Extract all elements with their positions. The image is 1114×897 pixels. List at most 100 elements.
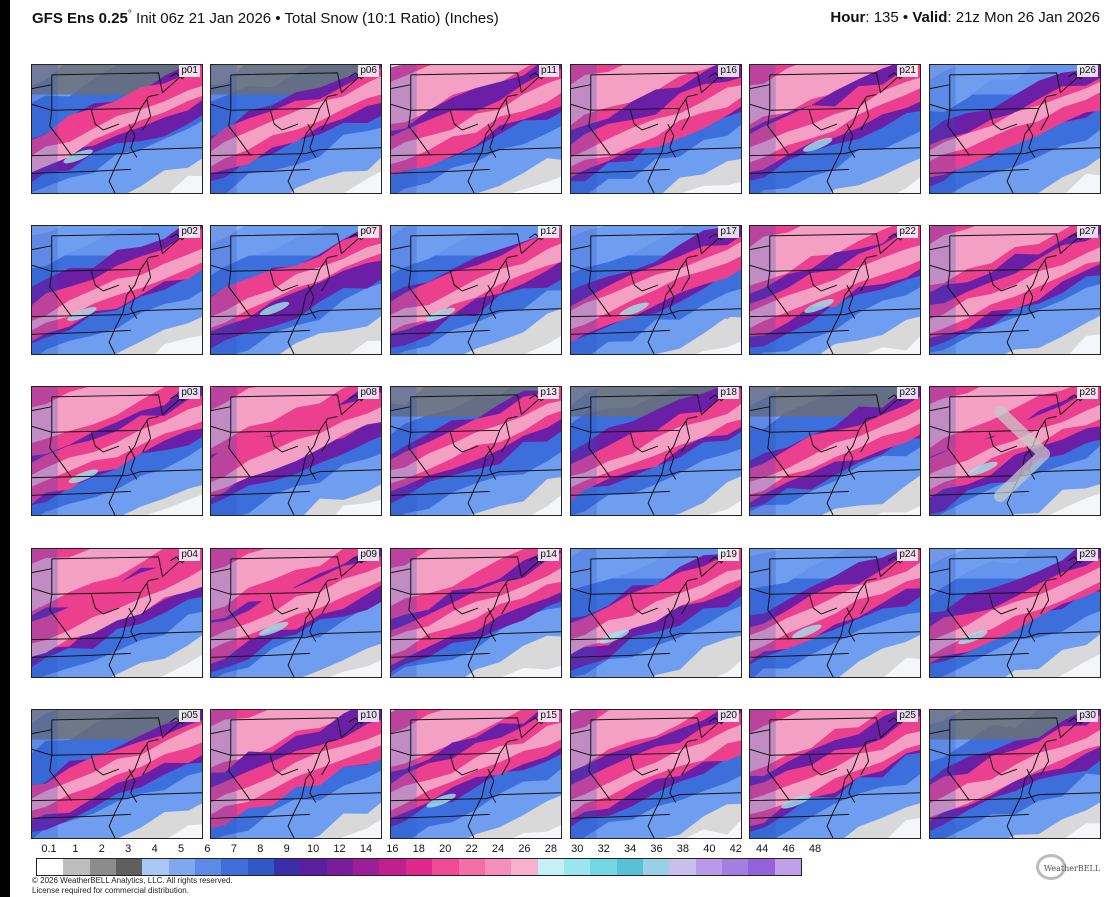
member-label: p18 (718, 387, 739, 399)
colorbar-swatch (247, 859, 275, 875)
chevron-right-icon[interactable] (990, 404, 1054, 504)
colorbar-swatch (89, 859, 117, 875)
ensemble-panel-p23[interactable]: p23 (749, 386, 921, 516)
snowfall-map (211, 387, 381, 515)
colorbar-tick-label: 7 (230, 843, 237, 855)
member-label: p11 (539, 65, 559, 77)
colorbar-swatch (669, 859, 696, 875)
member-label: p26 (1077, 65, 1098, 77)
colorbar-tick-label: 16 (386, 843, 399, 855)
member-label: p10 (358, 710, 379, 722)
snowfall-map (391, 65, 561, 193)
colorbar-tick-label: 24 (491, 843, 505, 855)
snowfall-map (32, 226, 202, 354)
ensemble-panel-p09[interactable]: p09 (210, 548, 382, 678)
colorbar-swatch (695, 859, 722, 875)
colorbar-tick-label: 44 (756, 843, 769, 855)
ensemble-panel-p27[interactable]: p27 (929, 225, 1101, 355)
snowfall-map (32, 65, 202, 193)
hour-label: Hour (830, 9, 866, 26)
colorbar-swatch (511, 859, 538, 875)
snowfall-map (211, 549, 381, 677)
member-label: p19 (718, 549, 739, 561)
ensemble-panel-p16[interactable]: p16 (570, 64, 742, 194)
member-label: p22 (897, 226, 918, 238)
colorbar-swatch (221, 859, 248, 875)
snowfall-map (391, 387, 561, 515)
member-label: p16 (718, 65, 739, 77)
ensemble-panel-p08[interactable]: p08 (210, 386, 382, 516)
ensemble-panel-p07[interactable]: p07 (210, 225, 382, 355)
colorbar-swatch (721, 859, 749, 875)
member-label: p25 (897, 710, 918, 722)
snowfall-map (750, 387, 920, 515)
member-label: p01 (179, 65, 200, 77)
snowfall-map (750, 549, 920, 677)
ensemble-member-grid: p01 p06 p11 p16 p21 p26 p02 p07 p12 p17 p22 p27 p03 p… (31, 64, 1101, 839)
member-label: p04 (179, 549, 200, 561)
snowfall-map (750, 710, 920, 838)
ensemble-panel-p13[interactable]: p13 (390, 386, 562, 516)
ensemble-panel-p14[interactable]: p14 (390, 548, 562, 678)
member-label: p23 (897, 387, 918, 399)
snowfall-map (930, 710, 1100, 838)
snowfall-map (571, 387, 741, 515)
ensemble-panel-p28[interactable]: p28 (929, 386, 1101, 516)
ensemble-panel-p10[interactable]: p10 (210, 709, 382, 839)
ensemble-panel-p01[interactable]: p01 (31, 64, 203, 194)
snowfall-map (211, 710, 381, 838)
member-label: p03 (179, 387, 200, 399)
colorbar-swatch (432, 859, 459, 875)
ensemble-panel-p18[interactable]: p18 (570, 386, 742, 516)
ensemble-panel-p03[interactable]: p03 (31, 386, 203, 516)
colorbar-tick-label: 10 (307, 843, 320, 855)
ensemble-panel-p22[interactable]: p22 (749, 225, 921, 355)
ensemble-panel-p29[interactable]: p29 (929, 548, 1101, 678)
snowfall-map (750, 65, 920, 193)
ensemble-panel-p11[interactable]: p11 (390, 64, 562, 194)
colorbar-tick-label: 12 (333, 843, 346, 855)
colorbar-tick-label: 4 (151, 843, 158, 855)
chart-title: GFS Ens 0.25° Init 06z 21 Jan 2026 • Tot… (32, 9, 499, 27)
ensemble-panel-p19[interactable]: p19 (570, 548, 742, 678)
separator: • (275, 10, 281, 27)
ensemble-panel-p12[interactable]: p12 (390, 225, 562, 355)
ensemble-panel-p04[interactable]: p04 (31, 548, 203, 678)
ensemble-panel-p26[interactable]: p26 (929, 64, 1101, 194)
colorbar-swatch (484, 859, 512, 875)
ensemble-panel-p24[interactable]: p24 (749, 548, 921, 678)
member-label: p21 (897, 65, 918, 77)
colorbar-swatch (326, 859, 354, 875)
member-label: p14 (538, 549, 559, 561)
colorbar-tick-label: 38 (676, 843, 690, 855)
ensemble-panel-p30[interactable]: p30 (929, 709, 1101, 839)
ensemble-panel-p06[interactable]: p06 (210, 64, 382, 194)
logo-ring (1036, 854, 1066, 880)
ensemble-panel-p05[interactable]: p05 (31, 709, 203, 839)
snowfall-map (930, 226, 1100, 354)
colorbar-swatch (142, 859, 169, 875)
member-label: p02 (179, 226, 200, 238)
snowfall-map (32, 387, 202, 515)
colorbar-swatch (379, 859, 406, 875)
colorbar-swatch (168, 859, 196, 875)
valid-label: Valid (912, 9, 948, 26)
ensemble-panel-p21[interactable]: p21 (749, 64, 921, 194)
ensemble-panel-p17[interactable]: p17 (570, 225, 742, 355)
colorbar-swatch (116, 859, 143, 875)
snowfall-map (571, 65, 741, 193)
member-label: p07 (358, 226, 379, 238)
init-time: Init 06z 21 Jan 2026 (136, 10, 272, 27)
colorbar-tick-label: 30 (571, 843, 584, 855)
colorbar-tick-label: 36 (650, 843, 663, 855)
member-label: p09 (358, 549, 379, 561)
member-label: p30 (1077, 710, 1098, 722)
snowfall-map (211, 65, 381, 193)
ensemble-panel-p15[interactable]: p15 (390, 709, 562, 839)
valid-time-info: Hour: 135 • Valid: 21z Mon 26 Jan 2026 (830, 9, 1100, 26)
snowfall-colorbar (36, 858, 802, 876)
ensemble-panel-p20[interactable]: p20 (570, 709, 742, 839)
member-label: p12 (538, 226, 559, 238)
ensemble-panel-p25[interactable]: p25 (749, 709, 921, 839)
ensemble-panel-p02[interactable]: p02 (31, 225, 203, 355)
